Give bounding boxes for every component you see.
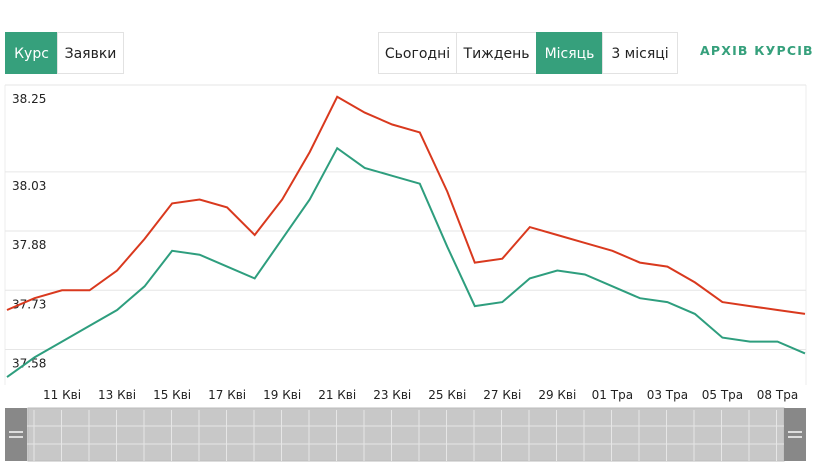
y-tick-label: 38.03: [12, 179, 46, 193]
x-tick-label: 13 Кві: [98, 388, 136, 402]
archive-link[interactable]: АРХІВ КУРСІВ: [700, 43, 814, 58]
period-button[interactable]: Тиждень: [456, 32, 537, 74]
x-tick-label: 17 Кві: [208, 388, 246, 402]
x-tick-label: 21 Кві: [318, 388, 356, 402]
period-button[interactable]: Місяць: [536, 32, 603, 74]
x-tick-label: 03 Тра: [647, 388, 688, 402]
x-tick-label: 01 Тра: [592, 388, 633, 402]
line-series: [6, 95, 806, 315]
x-tick-label: 08 Тра: [757, 388, 798, 402]
line-series: [6, 146, 806, 378]
y-tick-label: 38.25: [12, 92, 46, 106]
y-tick-label: 37.73: [12, 297, 46, 311]
period-button[interactable]: Сьогодні: [378, 32, 457, 74]
x-tick-label: 29 Кві: [538, 388, 576, 402]
navigator-window: [27, 407, 785, 462]
x-tick-label: 23 Кві: [373, 388, 411, 402]
x-tick-label: 19 Кві: [263, 388, 301, 402]
y-tick-label: 37.58: [12, 356, 46, 370]
tab-button[interactable]: Курс: [5, 32, 58, 74]
tab-button[interactable]: Заявки: [57, 32, 124, 74]
x-tick-label: 27 Кві: [483, 388, 521, 402]
x-tick-label: 05 Тра: [702, 388, 743, 402]
x-tick-label: 15 Кві: [153, 388, 191, 402]
x-tick-label: 25 Кві: [428, 388, 466, 402]
x-tick-label: 11 Кві: [43, 388, 81, 402]
y-tick-label: 37.88: [12, 238, 46, 252]
navigator-handle: [5, 408, 27, 461]
period-button[interactable]: 3 місяці: [602, 32, 678, 74]
navigator-handle: [784, 408, 806, 461]
